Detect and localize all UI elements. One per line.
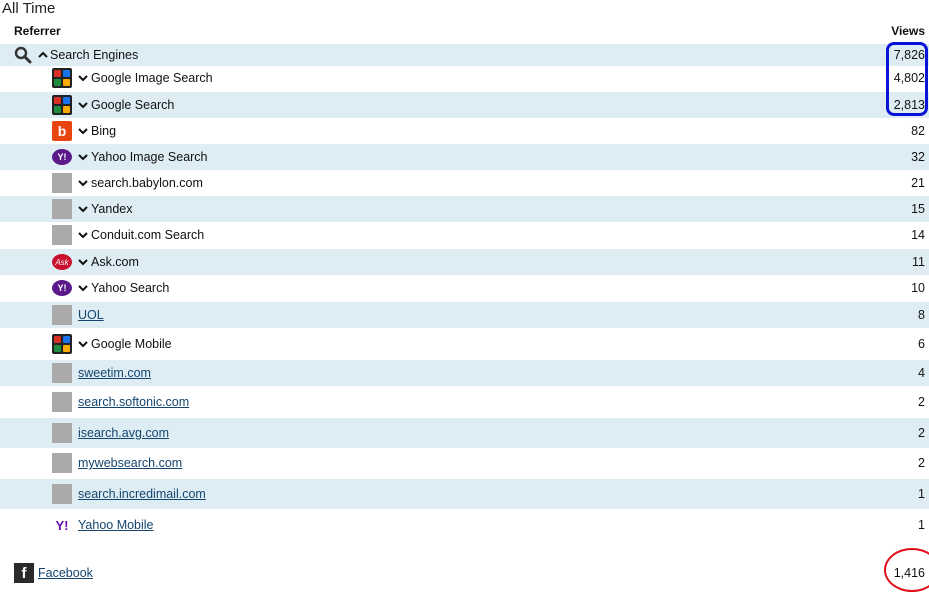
referrer-link[interactable]: search.softonic.com (78, 395, 190, 409)
referrer-row: sweetim.com 4 (0, 360, 929, 386)
google-logo-icon (52, 68, 72, 88)
referrer-count: 1 (918, 518, 925, 532)
referrer-link[interactable]: isearch.avg.com (78, 426, 170, 440)
referrer-count: 32 (911, 150, 925, 164)
chevron-down-icon[interactable] (78, 152, 88, 162)
referrer-row: mywebsearch.com 2 (0, 448, 929, 478)
referrer-count: 10 (911, 281, 925, 295)
referrer-row[interactable]: Google Mobile 6 (0, 328, 929, 360)
referrer-row[interactable]: Google Image Search 4,802 (0, 66, 929, 90)
red-circle-annotation (884, 548, 929, 592)
chevron-down-icon[interactable] (78, 126, 88, 136)
referrer-row[interactable]: Ask Ask.com 11 (0, 249, 929, 275)
referrer-link[interactable]: Yahoo Mobile (78, 518, 154, 532)
referrer-row: Y! Yahoo Mobile 1 (0, 510, 929, 540)
referrer-row[interactable]: Google Search 2,813 (0, 92, 929, 118)
group-count: 7,826 (893, 48, 925, 62)
facebook-logo-icon: f (14, 563, 34, 583)
search-icon (14, 46, 32, 64)
placeholder-icon (52, 484, 72, 504)
chevron-down-icon[interactable] (78, 100, 88, 110)
facebook-link[interactable]: Facebook (38, 566, 93, 580)
placeholder-icon (52, 225, 72, 245)
placeholder-icon (52, 305, 72, 325)
google-logo-icon (52, 334, 72, 354)
group-row-search-engines[interactable]: Search Engines 7,826 (0, 44, 929, 66)
referrer-link[interactable]: UOL (78, 308, 104, 322)
placeholder-icon (52, 423, 72, 443)
referrer-row: search.incredimail.com 1 (0, 479, 929, 509)
referrer-row: isearch.avg.com 2 (0, 418, 929, 448)
referrer-count: 2 (918, 456, 925, 470)
referrer-count: 14 (911, 228, 925, 242)
referrer-row-facebook: f Facebook 1,416 (0, 562, 929, 584)
referrer-link[interactable]: mywebsearch.com (78, 456, 183, 470)
referrer-row: UOL 8 (0, 302, 929, 328)
referrer-row[interactable]: b Bing 82 (0, 118, 929, 144)
referrer-link[interactable]: search.incredimail.com (78, 487, 206, 501)
referrer-count: 6 (918, 337, 925, 351)
placeholder-icon (52, 173, 72, 193)
referrer-label: Yandex (91, 202, 133, 216)
referrer-label: Bing (91, 124, 117, 138)
referrer-count: 4,802 (893, 71, 925, 85)
views-column-header[interactable]: Views (891, 24, 925, 38)
referrer-column-header[interactable]: Referrer (14, 24, 61, 38)
chevron-down-icon[interactable] (78, 204, 88, 214)
referrer-label: Ask.com (91, 255, 139, 269)
referrer-label: Yahoo Image Search (91, 150, 208, 164)
blue-highlight-annotation (886, 42, 928, 116)
referrer-row[interactable]: Conduit.com Search 14 (0, 222, 929, 248)
referrer-row[interactable]: Y! Yahoo Search 10 (0, 275, 929, 301)
referrer-count: 82 (911, 124, 925, 138)
bing-logo-icon: b (52, 121, 72, 141)
yahoo-logo-icon: Y! (52, 280, 72, 296)
referrer-label: Google Image Search (91, 71, 213, 85)
chevron-down-icon[interactable] (78, 283, 88, 293)
referrer-count: 4 (918, 366, 925, 380)
chevron-down-icon[interactable] (78, 339, 88, 349)
group-label: Search Engines (50, 48, 139, 62)
referrer-link[interactable]: sweetim.com (78, 366, 151, 380)
referrer-label: Google Mobile (91, 337, 172, 351)
referrer-label: Conduit.com Search (91, 228, 205, 242)
referrer-count: 11 (912, 255, 925, 269)
referrer-count: 2 (918, 395, 925, 409)
placeholder-icon (52, 392, 72, 412)
yahoo-logo-icon: Y! (52, 149, 72, 165)
referrer-row[interactable]: Y! Yahoo Image Search 32 (0, 144, 929, 170)
referrer-row[interactable]: Yandex 15 (0, 196, 929, 222)
chevron-down-icon[interactable] (78, 257, 88, 267)
referrer-row: search.softonic.com 2 (0, 386, 929, 418)
chevron-down-icon[interactable] (78, 230, 88, 240)
referrer-count: 15 (911, 202, 925, 216)
referrer-label: Yahoo Search (91, 281, 170, 295)
chevron-down-icon[interactable] (78, 178, 88, 188)
yahoo-mobile-logo-icon: Y! (52, 515, 72, 535)
referrer-label: search.babylon.com (91, 176, 203, 190)
google-logo-icon (52, 95, 72, 115)
page-title: All Time (2, 0, 56, 17)
referrer-count: 2,813 (893, 98, 925, 112)
chevron-up-icon[interactable] (38, 50, 48, 60)
chevron-down-icon[interactable] (78, 73, 88, 83)
referrer-row[interactable]: search.babylon.com 21 (0, 170, 929, 196)
placeholder-icon (52, 453, 72, 473)
placeholder-icon (52, 363, 72, 383)
referrer-count: 8 (918, 308, 925, 322)
referrer-label: Google Search (91, 98, 175, 112)
ask-logo-icon: Ask (52, 254, 72, 270)
referrer-count: 21 (911, 176, 925, 190)
referrer-count: 2 (918, 426, 925, 440)
referrer-count: 1 (918, 487, 925, 501)
placeholder-icon (52, 199, 72, 219)
